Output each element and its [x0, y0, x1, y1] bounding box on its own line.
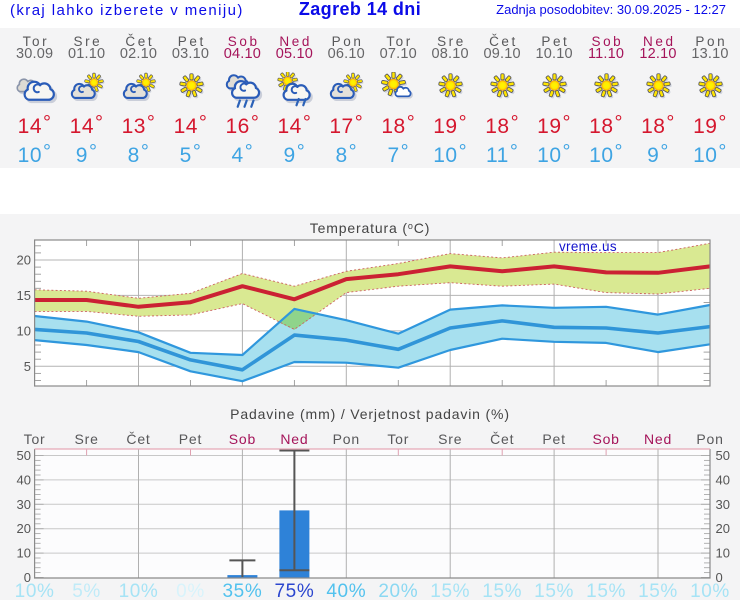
svg-text:Ned: Ned	[280, 431, 308, 447]
svg-text:Pon: Pon	[696, 431, 723, 447]
svg-text:20: 20	[716, 521, 730, 536]
svg-text:Temperatura (oC): Temperatura (oC)	[310, 220, 431, 236]
svg-text:30: 30	[716, 497, 730, 512]
svg-text:Padavine (mm) / Verjetnost pad: Padavine (mm) / Verjetnost padavin (%)	[230, 406, 510, 422]
svg-text:vreme.us: vreme.us	[559, 239, 617, 254]
svg-text:50: 50	[17, 448, 31, 463]
svg-text:15: 15	[17, 288, 31, 303]
svg-text:40: 40	[17, 472, 31, 487]
svg-text:Čet: Čet	[126, 431, 150, 447]
svg-text:20: 20	[17, 253, 31, 268]
svg-text:Tor: Tor	[24, 431, 46, 447]
svg-text:50: 50	[716, 448, 730, 463]
svg-text:20: 20	[17, 521, 31, 536]
svg-text:20%: 20%	[378, 581, 418, 600]
svg-text:10%: 10%	[15, 581, 55, 600]
svg-text:15%: 15%	[534, 581, 574, 600]
svg-text:35%: 35%	[222, 581, 262, 600]
svg-text:Čet: Čet	[490, 431, 514, 447]
svg-text:0%: 0%	[176, 581, 205, 600]
svg-text:15%: 15%	[482, 581, 522, 600]
svg-text:Pet: Pet	[542, 431, 565, 447]
svg-text:10: 10	[17, 546, 31, 561]
svg-text:Sre: Sre	[75, 431, 99, 447]
svg-text:Tor: Tor	[387, 431, 409, 447]
svg-text:0: 0	[716, 570, 723, 585]
svg-text:Sre: Sre	[438, 431, 462, 447]
svg-text:10: 10	[716, 546, 730, 561]
svg-text:Pon: Pon	[333, 431, 360, 447]
svg-text:Sob: Sob	[592, 431, 619, 447]
svg-text:10%: 10%	[119, 581, 159, 600]
svg-text:Sob: Sob	[229, 431, 256, 447]
svg-text:30: 30	[17, 497, 31, 512]
svg-text:5%: 5%	[72, 581, 101, 600]
svg-text:15%: 15%	[430, 581, 470, 600]
svg-text:15%: 15%	[638, 581, 678, 600]
svg-text:10%: 10%	[690, 581, 730, 600]
svg-text:5: 5	[24, 359, 31, 374]
svg-text:0: 0	[24, 570, 31, 585]
svg-text:Pet: Pet	[179, 431, 202, 447]
svg-text:40: 40	[716, 472, 730, 487]
svg-text:75%: 75%	[274, 581, 314, 600]
svg-text:Ned: Ned	[644, 431, 672, 447]
svg-text:40%: 40%	[326, 581, 366, 600]
svg-text:10: 10	[17, 323, 31, 338]
svg-text:15%: 15%	[586, 581, 626, 600]
